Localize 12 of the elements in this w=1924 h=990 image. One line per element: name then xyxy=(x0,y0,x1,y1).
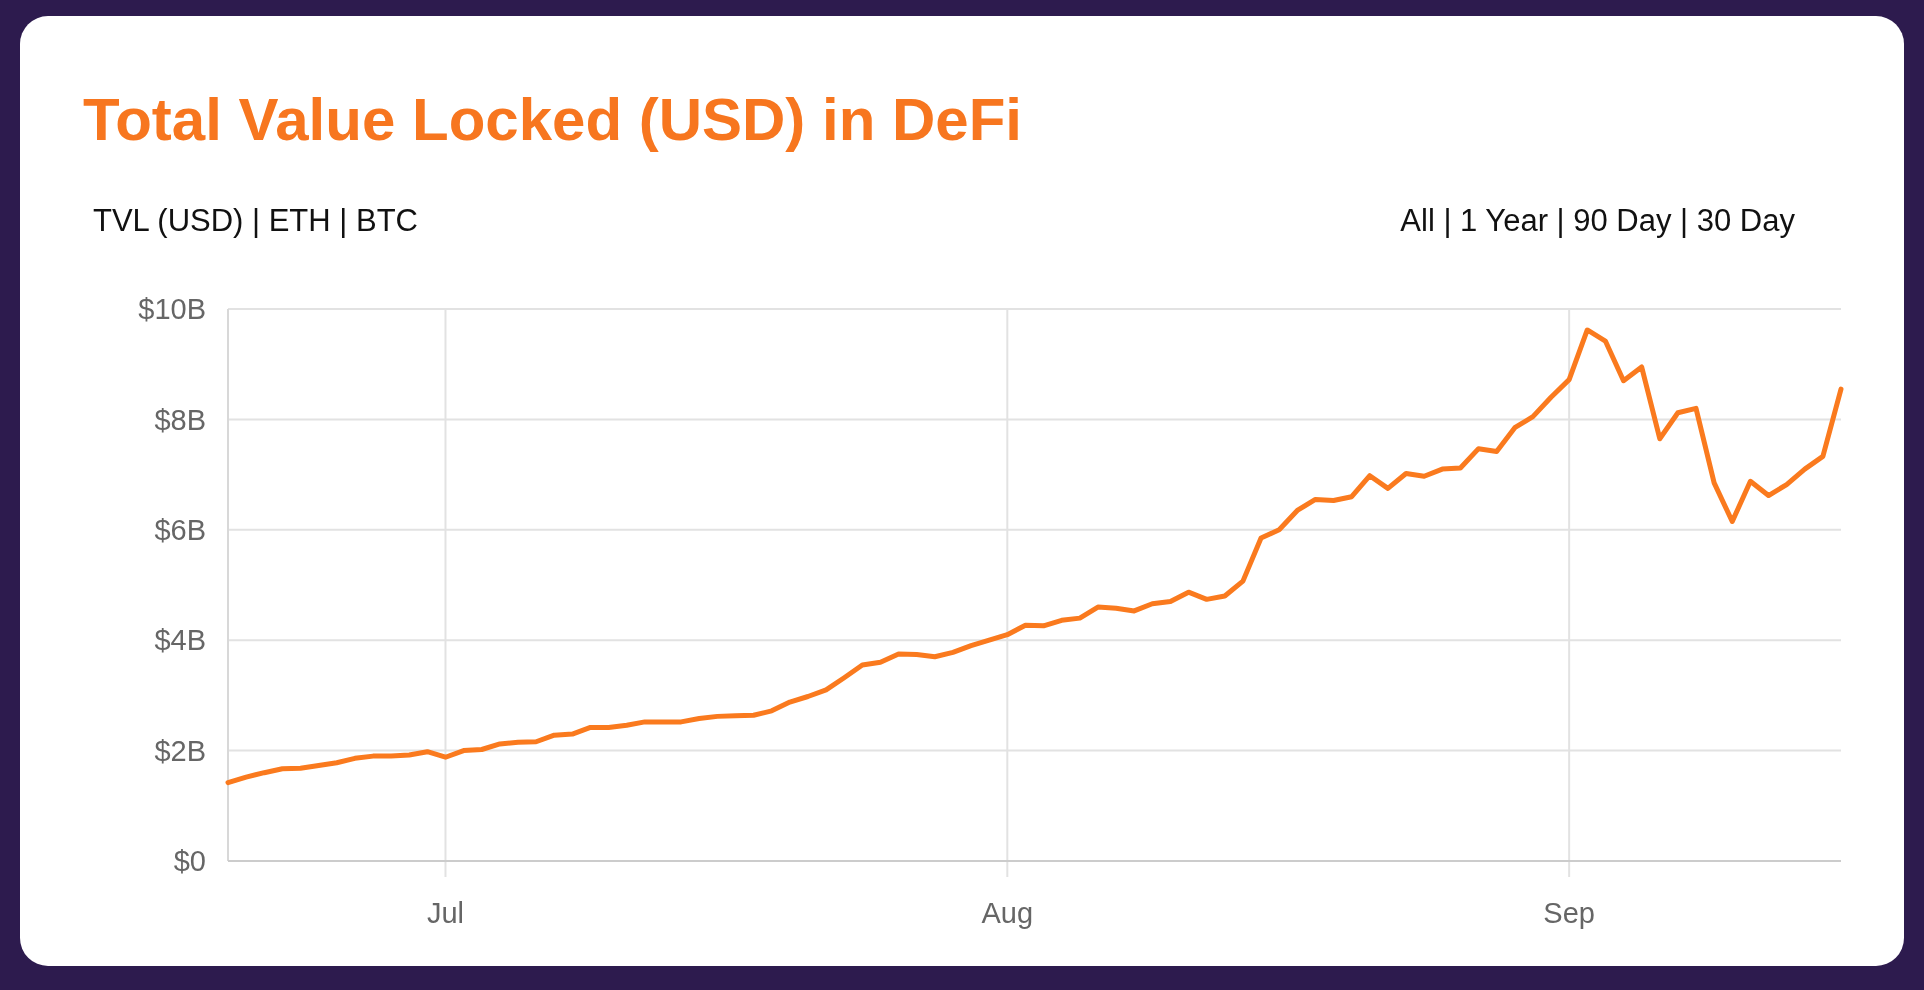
y-tick-label: $6B xyxy=(154,513,206,546)
y-tick-label: $4B xyxy=(154,624,206,657)
text: TVL (USD) | ETH | BTC xyxy=(93,203,418,238)
chart-title: Total Value Locked (USD) in DeFi xyxy=(83,86,1023,153)
y-tick-label: $8B xyxy=(154,403,206,436)
y-tick-label: $0 xyxy=(173,845,206,878)
x-tick-label: Sep xyxy=(1543,897,1595,929)
text: All | 1 Year | 90 Day | 30 Day xyxy=(1400,203,1796,238)
x-tick-label: Jul xyxy=(426,897,465,929)
y-tick-label: $10B xyxy=(138,293,206,326)
x-tick-label: Aug xyxy=(981,897,1034,929)
y-tick-label: $2B xyxy=(154,734,206,767)
